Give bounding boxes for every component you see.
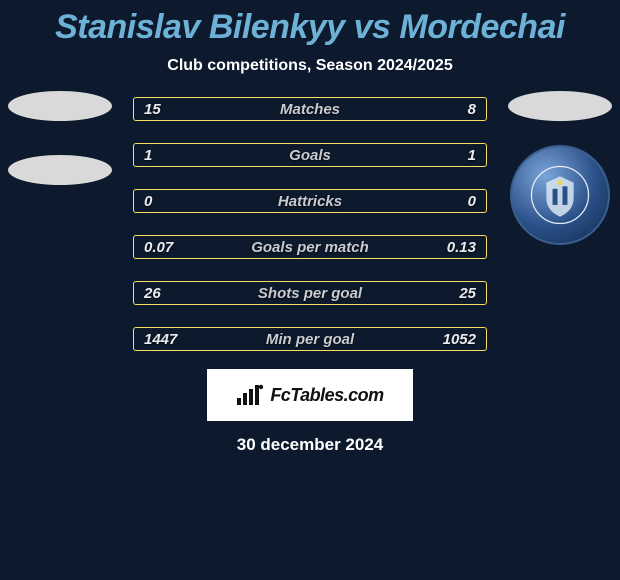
comparison-title: Stanislav Bilenkyy vs Mordechai: [55, 8, 565, 47]
shield-icon: [529, 164, 591, 226]
player1-badge-2: [8, 155, 112, 185]
player1-badge-1: [8, 91, 112, 121]
bars-icon: [236, 384, 264, 406]
stat-left-value: 26: [144, 285, 184, 302]
player2-badge-1: [508, 91, 612, 121]
stat-right-value: 0: [436, 193, 476, 210]
stats-area: 15 Matches 8 1 Goals 1 0 Hattricks 0 0.0…: [0, 97, 620, 351]
comparison-subtitle: Club competitions, Season 2024/2025: [167, 57, 452, 75]
stat-label: Shots per goal: [258, 285, 362, 302]
brand-logo[interactable]: FcTables.com: [207, 369, 413, 421]
stat-label: Matches: [280, 101, 340, 118]
date-label: 30 december 2024: [237, 435, 384, 455]
stat-row-goals-per-match: 0.07 Goals per match 0.13: [133, 235, 487, 259]
stat-row-matches: 15 Matches 8: [133, 97, 487, 121]
stat-right-value: 0.13: [436, 239, 476, 256]
stat-right-value: 1052: [436, 331, 476, 348]
stat-row-goals: 1 Goals 1: [133, 143, 487, 167]
stat-row-hattricks: 0 Hattricks 0: [133, 189, 487, 213]
stat-right-value: 1: [436, 147, 476, 164]
stat-left-value: 15: [144, 101, 184, 118]
stat-row-shots-per-goal: 26 Shots per goal 25: [133, 281, 487, 305]
stat-left-value: 1447: [144, 331, 184, 348]
player2-club-crest: [510, 145, 610, 245]
brand-text: FcTables.com: [270, 385, 383, 406]
stat-label: Min per goal: [266, 331, 354, 348]
stat-left-value: 1: [144, 147, 184, 164]
stat-label: Hattricks: [278, 193, 342, 210]
stat-label: Goals: [289, 147, 331, 164]
stat-row-min-per-goal: 1447 Min per goal 1052: [133, 327, 487, 351]
stat-right-value: 8: [436, 101, 476, 118]
stat-label: Goals per match: [251, 239, 369, 256]
stat-left-value: 0: [144, 193, 184, 210]
player1-badges: [8, 91, 112, 185]
stat-right-value: 25: [436, 285, 476, 302]
stat-rows: 15 Matches 8 1 Goals 1 0 Hattricks 0 0.0…: [133, 97, 487, 351]
stat-left-value: 0.07: [144, 239, 184, 256]
player2-badges: [508, 91, 612, 245]
